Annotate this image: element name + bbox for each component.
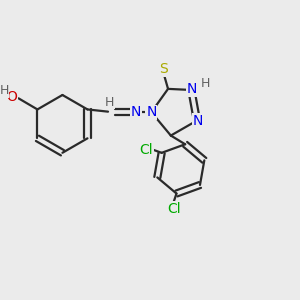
Text: S: S — [159, 62, 168, 76]
Text: N: N — [146, 105, 157, 119]
Text: Cl: Cl — [167, 202, 181, 216]
Text: N: N — [187, 82, 197, 96]
Text: N: N — [130, 105, 141, 119]
Text: Cl: Cl — [139, 143, 153, 157]
Text: H: H — [105, 96, 114, 109]
Text: H: H — [201, 77, 211, 90]
Text: H: H — [0, 84, 9, 97]
Text: N: N — [193, 113, 203, 128]
Text: O: O — [6, 90, 17, 104]
